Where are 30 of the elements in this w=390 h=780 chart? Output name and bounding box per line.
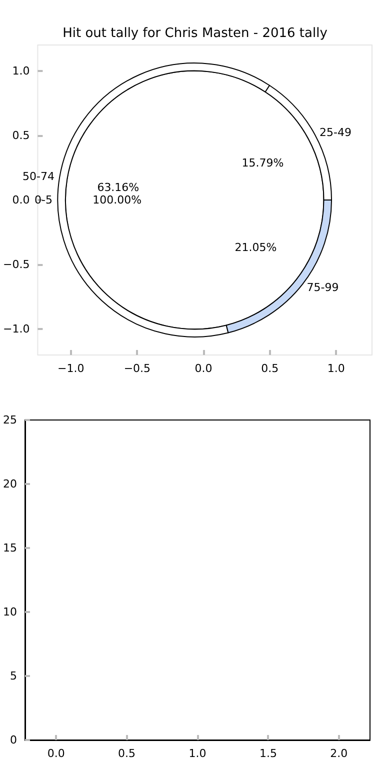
y-tick-label: −0.5 xyxy=(2,258,30,272)
y-tick-label: 0 xyxy=(10,734,17,746)
y-tick-label: 25 xyxy=(2,414,17,426)
slice-label: 50-74 xyxy=(22,170,54,184)
y-tick-label: 5 xyxy=(10,670,17,682)
x-tick-label: 2.0 xyxy=(330,747,348,760)
x-tick-label: 1.5 xyxy=(259,747,277,760)
y-tick-label: 20 xyxy=(2,478,17,490)
x-tick-label: 0.5 xyxy=(261,362,279,375)
data-label: 15.79% xyxy=(242,156,284,170)
slice-label: 25-49 xyxy=(320,126,352,139)
x-tick-label: 1.0 xyxy=(188,747,206,760)
x-tick-label: −1.0 xyxy=(58,362,84,375)
x-tick-label: −0.5 xyxy=(124,362,151,375)
y-tick-label: 0.0 xyxy=(12,194,30,206)
slice-label: 75-99 xyxy=(306,280,339,294)
slice-label: 0-5 xyxy=(34,194,53,206)
chart-title: Hit out tally for Chris Masten - 2016 tally xyxy=(62,26,328,41)
data-label: 21.05% xyxy=(234,241,277,254)
x-tick-label: 0.0 xyxy=(47,747,65,760)
y-tick-label: 10 xyxy=(2,606,17,618)
x-tick-label: 0.5 xyxy=(118,747,136,760)
y-tick-label: 1.0 xyxy=(12,64,30,78)
data-label: 100.00% xyxy=(92,194,142,206)
y-tick-label: 0.5 xyxy=(12,128,30,142)
x-tick-label: 1.0 xyxy=(327,362,345,375)
y-tick-label: −1.0 xyxy=(2,322,30,336)
y-tick-label: 15 xyxy=(2,542,17,554)
x-tick-label: 0.0 xyxy=(194,362,212,375)
data-label: 63.16% xyxy=(97,180,140,194)
